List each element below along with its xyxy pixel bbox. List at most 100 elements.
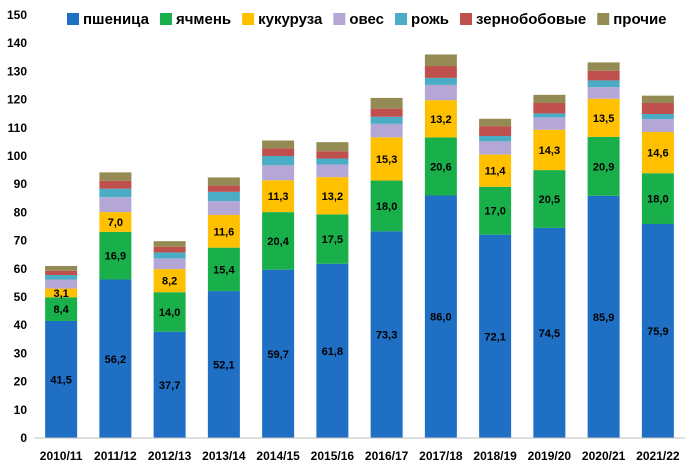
x-tick-label: 2011/12 [94,449,137,463]
bar-segment [207,191,240,202]
y-tick-label: 130 [7,64,27,78]
bar-segment [316,158,349,165]
bar-segment [641,132,674,174]
x-tick-label: 2014/15 [256,449,300,463]
x-tick-label: 2016/17 [365,449,409,463]
bar-segment [533,170,566,228]
bar-segment [587,136,620,196]
data-label: 86,0 [430,312,451,324]
legend-swatch [597,13,610,25]
legend-item: рожь [395,11,449,28]
y-tick-label: 20 [14,375,28,389]
bars: 41,5 8,4 3,1 56,2 16,9 7,0 37,7 14,0 8,2 52,1 15,4… [45,54,674,438]
bar-segment [424,66,457,78]
y-tick-label: 70 [14,234,28,248]
bar-segment [479,126,512,136]
bar-segment [370,123,403,138]
bar-segment [316,214,349,264]
bar-segment [587,62,620,71]
bar-segment [533,113,566,118]
bar-segment [99,172,132,181]
data-label: 14,0 [159,307,180,319]
legend-label: кукуруза [258,11,323,28]
x-axis: 2010/11 2011/12 2012/13 2013/14 2014/15 2015/… [34,437,685,463]
y-tick-label: 140 [7,36,27,50]
data-label: 7,0 [108,217,123,229]
x-tick-label: 2015/16 [311,449,355,463]
legend-swatch [67,13,79,25]
data-label: 14,3 [539,145,560,157]
bar-stack-2013-14: 52,1 15,4 11,6 [207,177,240,438]
bar-segment [262,212,295,270]
y-tick-label: 40 [14,318,28,332]
bar-segment [424,195,457,438]
bar-stack-2021-22: 75,9 18,0 14,6 [641,95,674,438]
bar-segment [153,241,186,247]
bar-segment [99,188,132,198]
bar-segment [316,164,349,178]
bar-segment [370,137,403,181]
bar-segment [370,116,403,124]
data-label: 73,3 [376,330,397,342]
data-label: 8,2 [162,276,177,288]
bar-segment [533,117,566,130]
legend-item: ячмень [159,11,231,28]
bar-segment [207,291,240,438]
data-label: 20,6 [430,161,451,173]
bar-stack-2010-11: 41,5 8,4 3,1 [45,265,78,438]
y-tick-label: 10 [14,403,28,417]
bar-segment [370,231,403,438]
bar-segment [479,141,512,155]
data-label: 11,6 [213,226,234,238]
data-label: 16,9 [105,251,126,263]
bar-segment [45,297,78,321]
bar-segment [641,95,674,103]
bar-segment [479,186,512,235]
bar-segment [262,269,295,438]
bar-segment [587,87,620,99]
data-label: 13,2 [430,114,451,126]
y-tick-label: 90 [14,177,28,191]
bar-segment [587,70,620,81]
bar-stack-2014-15: 59,7 20,4 11,3 [262,140,295,438]
legend-label: прочие [613,11,666,28]
bar-segment [262,148,295,156]
bar-segment [45,320,78,438]
bar-segment [262,180,295,213]
bar-segment [207,201,240,215]
bar-stack-2015-16: 61,8 17,5 13,2 [316,142,349,438]
bar-segment [99,231,132,280]
data-label: 3,1 [53,288,68,300]
bar-segment [45,275,78,280]
legend-item: кукуруза [242,11,323,28]
data-label: 13,5 [593,113,614,125]
data-label: 72,1 [484,331,505,343]
x-tick-label: 2012/13 [148,449,192,463]
bar-segment [424,54,457,67]
y-tick-label: 150 [7,8,27,22]
bar-segment [533,227,566,438]
data-label: 20,9 [593,161,614,173]
bar-segment [370,180,403,232]
bar-segment [153,252,186,259]
bar-stack-2016-17: 73,3 18,0 15,3 [370,97,403,438]
bar-segment [262,165,295,181]
x-tick-label: 2017/18 [419,449,463,463]
data-label: 74,5 [539,328,560,340]
bar-segment [587,195,620,438]
data-label: 75,9 [647,326,668,338]
bar-segment [153,258,186,270]
legend-label: рожь [411,11,449,28]
bar-segment [316,263,349,438]
bar-segment [641,223,674,438]
bar-segment [641,113,674,120]
y-tick-label: 110 [8,121,28,135]
data-label: 17,0 [484,206,505,218]
bar-segment [479,154,512,187]
bar-segment [316,142,349,152]
legend-item: зернобобовые [460,11,586,28]
bar-segment [587,98,620,137]
bar-stack-2011-12: 56,2 16,9 7,0 [99,172,132,438]
